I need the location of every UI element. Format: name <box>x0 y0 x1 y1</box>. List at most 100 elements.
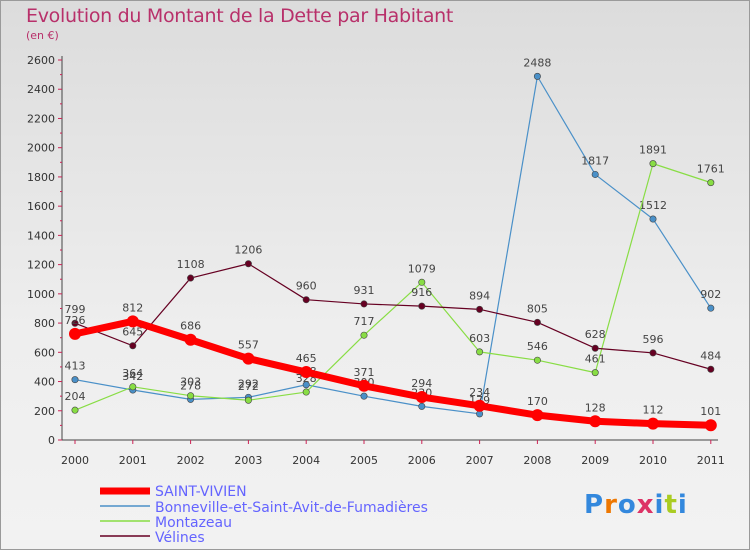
data-point <box>187 274 195 282</box>
legend-label-saint-vivien: SAINT-VIVIEN <box>155 484 247 500</box>
data-label: 128 <box>585 401 606 414</box>
data-label: 1206 <box>234 244 262 257</box>
data-point <box>302 388 310 396</box>
data-point <box>707 365 715 373</box>
data-point <box>187 392 195 400</box>
data-label: 894 <box>469 289 490 302</box>
data-point <box>360 392 368 400</box>
data-label: 717 <box>354 315 375 328</box>
x-tick-label: 2007 <box>466 454 494 467</box>
data-label: 465 <box>296 352 317 365</box>
y-tick-label: 400 <box>34 376 55 389</box>
data-point <box>476 305 484 313</box>
data-point <box>358 379 370 392</box>
data-point <box>707 179 715 187</box>
y-tick-label: 1400 <box>27 229 55 242</box>
data-label: 272 <box>238 380 259 393</box>
data-label: 799 <box>65 303 86 316</box>
data-label: 686 <box>180 320 201 333</box>
data-point <box>649 160 657 168</box>
data-label: 364 <box>122 367 143 380</box>
data-label: 484 <box>700 349 721 362</box>
data-point <box>476 348 484 356</box>
x-tick-label: 2000 <box>61 454 89 467</box>
data-point <box>591 170 599 178</box>
logo-letter: i <box>677 490 688 520</box>
data-label: 805 <box>527 302 548 315</box>
data-label: 278 <box>180 379 201 392</box>
series-0: 726 812 686 557 465 371 294 234 170 128 112 101 <box>65 301 721 432</box>
data-label: 960 <box>296 280 317 293</box>
series-line <box>74 75 712 415</box>
y-tick-label: 1000 <box>27 288 55 301</box>
y-tick-label: 1200 <box>27 259 55 272</box>
data-label: 101 <box>700 405 721 418</box>
data-label: 1512 <box>639 199 667 212</box>
data-label: 546 <box>527 340 548 353</box>
y-tick-label: 1800 <box>27 171 55 184</box>
data-label: 112 <box>643 404 664 417</box>
data-point <box>244 260 252 268</box>
y-tick-label: 600 <box>34 346 55 359</box>
series-line <box>74 263 712 370</box>
data-label: 371 <box>354 366 375 379</box>
data-label: 170 <box>527 395 548 408</box>
data-label: 461 <box>585 353 606 366</box>
y-tick-label: 0 <box>48 434 55 447</box>
y-tick-label: 200 <box>34 405 55 418</box>
x-tick-label: 2004 <box>292 454 320 467</box>
data-label: 234 <box>469 386 490 399</box>
data-point <box>302 296 310 304</box>
y-tick-label: 800 <box>34 317 55 330</box>
data-point <box>360 331 368 339</box>
x-tick-label: 2002 <box>177 454 205 467</box>
data-label: 596 <box>643 333 664 346</box>
data-point <box>647 417 659 430</box>
logo-letter: P <box>584 490 605 520</box>
data-point <box>649 215 657 223</box>
y-tick-label: 2000 <box>27 142 55 155</box>
data-point <box>71 376 79 384</box>
data-label: 902 <box>700 288 721 301</box>
data-label: 1079 <box>408 262 436 275</box>
data-label: 2488 <box>523 56 551 69</box>
data-label: 812 <box>122 301 143 314</box>
chart-subtitle: (en €) <box>26 29 59 42</box>
data-label: 931 <box>354 284 375 297</box>
logo-letter: x <box>636 490 655 520</box>
data-point <box>418 278 426 286</box>
data-point <box>531 409 544 422</box>
x-tick-label: 2005 <box>350 454 378 467</box>
chart-title: Evolution du Montant de la Dette par Hab… <box>26 5 454 27</box>
logo-letter: r <box>604 490 618 520</box>
data-label: 628 <box>585 328 606 341</box>
legend-label-velines: Vélines <box>155 530 205 546</box>
y-tick-label: 2200 <box>27 112 55 125</box>
data-point <box>415 391 428 404</box>
data-label: 557 <box>238 339 259 352</box>
data-label: 294 <box>411 377 432 390</box>
series-3: 799 645 1108 1206 960 931 916 894 805 628 596 484 <box>65 244 721 373</box>
data-label: 726 <box>65 314 86 327</box>
x-tick-label: 2008 <box>523 454 551 467</box>
series-line <box>71 317 715 429</box>
data-label: 603 <box>469 332 490 345</box>
data-point <box>242 352 255 365</box>
y-tick-label: 1600 <box>27 200 55 213</box>
data-point <box>69 327 81 340</box>
data-point <box>129 342 137 350</box>
y-tick-label: 2400 <box>27 83 55 96</box>
data-label: 916 <box>411 286 432 299</box>
data-label: 413 <box>65 360 86 373</box>
data-point <box>244 396 252 404</box>
data-point <box>418 402 426 410</box>
data-point <box>71 319 79 327</box>
data-label: 645 <box>122 326 143 339</box>
logo-letter: i <box>654 490 665 520</box>
data-label: 1761 <box>697 163 725 176</box>
data-label: 342 <box>122 370 143 383</box>
data-point <box>418 302 426 310</box>
series-line <box>74 163 712 411</box>
